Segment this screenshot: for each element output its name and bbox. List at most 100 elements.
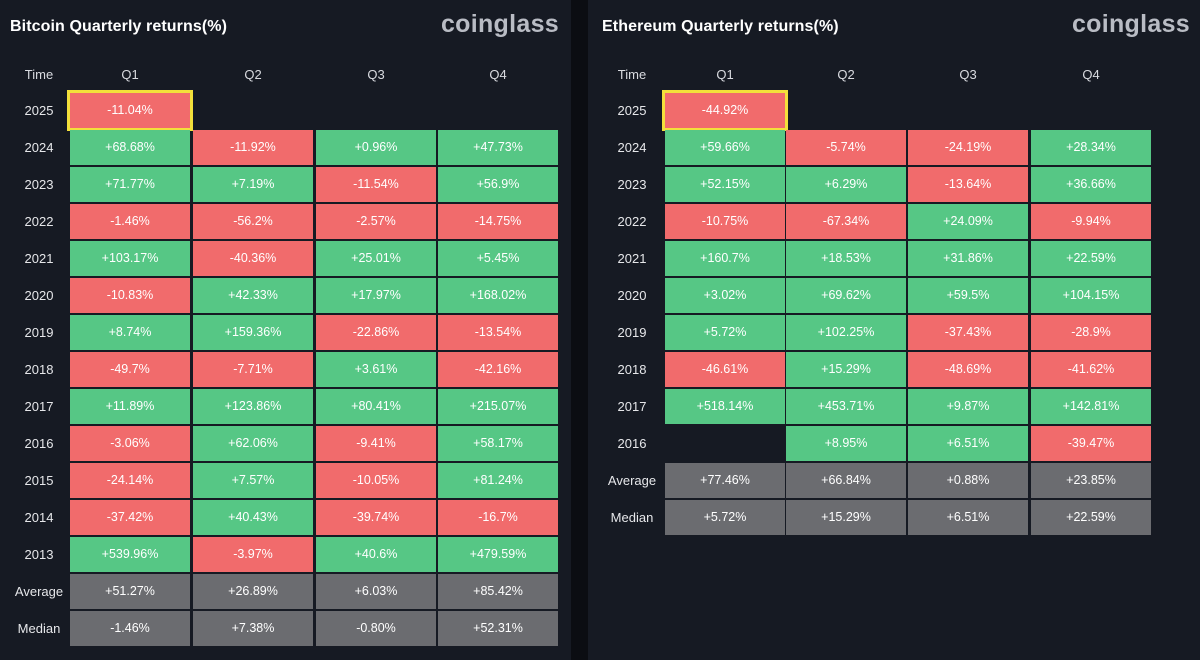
- header-time: Time: [24, 67, 54, 82]
- return-cell-btc-q1: -24.14%: [70, 463, 190, 498]
- return-cell-btc-q2: +123.86%: [193, 389, 313, 424]
- return-cell-btc-q4: +81.24%: [438, 463, 558, 498]
- row-label-2015: 2015: [24, 473, 54, 488]
- return-cell-eth-q3: +59.5%: [908, 278, 1028, 313]
- bitcoin-table-title: Bitcoin Quarterly returns(%): [10, 18, 228, 35]
- row-label-average: Average: [607, 473, 657, 488]
- return-cell-btc-q1: -10.83%: [70, 278, 190, 313]
- return-cell-eth-q4: +104.15%: [1031, 278, 1151, 313]
- header-q4: Q4: [1082, 67, 1100, 82]
- median-cell-eth-q3: +6.51%: [908, 500, 1028, 535]
- row-label-median: Median: [610, 510, 654, 525]
- header-time: Time: [617, 67, 647, 82]
- average-cell-btc-q2: +26.89%: [193, 574, 313, 609]
- return-cell-eth-q4: +28.34%: [1031, 130, 1151, 165]
- average-cell-btc-q4: +85.42%: [438, 574, 558, 609]
- row-label-2017: 2017: [617, 399, 647, 414]
- header-q2: Q2: [837, 67, 855, 82]
- return-cell-eth-q1: +518.14%: [665, 389, 785, 424]
- row-label-2024: 2024: [24, 140, 54, 155]
- return-cell-btc-q1: +103.17%: [70, 241, 190, 276]
- return-cell-btc-q1: -37.42%: [70, 500, 190, 535]
- row-label-2020: 2020: [617, 288, 647, 303]
- row-label-median: Median: [17, 621, 61, 636]
- return-cell-btc-q4: +5.45%: [438, 241, 558, 276]
- return-cell-btc-q1: -1.46%: [70, 204, 190, 239]
- row-label-2021: 2021: [24, 251, 54, 266]
- return-cell-btc-q2: +62.06%: [193, 426, 313, 461]
- return-cell-eth-q3: +9.87%: [908, 389, 1028, 424]
- return-cell-eth-q1: +5.72%: [665, 315, 785, 350]
- return-cell-btc-q1: +68.68%: [70, 130, 190, 165]
- return-cell-btc-q3: +0.96%: [316, 130, 436, 165]
- average-cell-eth-q2: +66.84%: [786, 463, 906, 498]
- row-label-2022: 2022: [24, 214, 54, 229]
- return-cell-eth-q3: -48.69%: [908, 352, 1028, 387]
- return-cell-eth-q1: +52.15%: [665, 167, 785, 202]
- return-cell-btc-q3: -39.74%: [316, 500, 436, 535]
- return-cell-btc-q4: +168.02%: [438, 278, 558, 313]
- return-cell-eth-q2: +6.29%: [786, 167, 906, 202]
- return-cell-eth-q1: -44.92%: [662, 90, 788, 131]
- return-cell-eth-q4: -28.9%: [1031, 315, 1151, 350]
- return-cell-btc-q3: -10.05%: [316, 463, 436, 498]
- return-cell-btc-q4: -14.75%: [438, 204, 558, 239]
- return-cell-btc-q4: -16.7%: [438, 500, 558, 535]
- coinglass-logo: coinglass: [1071, 10, 1190, 38]
- return-cell-btc-q3: -9.41%: [316, 426, 436, 461]
- return-cell-btc-q3: -2.57%: [316, 204, 436, 239]
- return-cell-btc-q3: +80.41%: [316, 389, 436, 424]
- row-label-2023: 2023: [24, 177, 54, 192]
- return-cell-btc-q1: +539.96%: [70, 537, 190, 572]
- row-label-average: Average: [14, 584, 64, 599]
- return-cell-btc-q4: -13.54%: [438, 315, 558, 350]
- median-cell-btc-q2: +7.38%: [193, 611, 313, 646]
- return-cell-btc-q4: -42.16%: [438, 352, 558, 387]
- return-cell-btc-q1: +71.77%: [70, 167, 190, 202]
- average-cell-eth-q4: +23.85%: [1031, 463, 1151, 498]
- return-cell-btc-q3: -11.54%: [316, 167, 436, 202]
- row-label-2025: 2025: [617, 103, 647, 118]
- return-cell-eth-q2: +8.95%: [786, 426, 906, 461]
- return-cell-btc-q4: +56.9%: [438, 167, 558, 202]
- median-cell-eth-q1: +5.72%: [665, 500, 785, 535]
- return-cell-eth-q4: +22.59%: [1031, 241, 1151, 276]
- return-cell-eth-q3: +24.09%: [908, 204, 1028, 239]
- return-cell-eth-q3: +31.86%: [908, 241, 1028, 276]
- return-cell-eth-q4: +36.66%: [1031, 167, 1151, 202]
- average-cell-eth-q3: +0.88%: [908, 463, 1028, 498]
- ethereum-table-title: Ethereum Quarterly returns(%): [602, 18, 839, 35]
- return-cell-btc-q2: -56.2%: [193, 204, 313, 239]
- return-cell-btc-q1: -3.06%: [70, 426, 190, 461]
- average-cell-eth-q1: +77.46%: [665, 463, 785, 498]
- header-q1: Q1: [121, 67, 139, 82]
- return-cell-eth-q4: +142.81%: [1031, 389, 1151, 424]
- return-cell-btc-q3: +3.61%: [316, 352, 436, 387]
- return-cell-btc-q1: -49.7%: [70, 352, 190, 387]
- return-cell-btc-q3: -22.86%: [316, 315, 436, 350]
- return-cell-btc-q2: +42.33%: [193, 278, 313, 313]
- return-cell-eth-q3: -37.43%: [908, 315, 1028, 350]
- return-cell-eth-q1: +59.66%: [665, 130, 785, 165]
- median-cell-btc-q4: +52.31%: [438, 611, 558, 646]
- row-label-2025: 2025: [24, 103, 54, 118]
- return-cell-btc-q4: +479.59%: [438, 537, 558, 572]
- return-cell-btc-q4: +215.07%: [438, 389, 558, 424]
- median-cell-eth-q2: +15.29%: [786, 500, 906, 535]
- header-q3: Q3: [367, 67, 385, 82]
- median-cell-btc-q1: -1.46%: [70, 611, 190, 646]
- row-label-2020: 2020: [24, 288, 54, 303]
- row-label-2022: 2022: [617, 214, 647, 229]
- return-cell-btc-q2: +40.43%: [193, 500, 313, 535]
- return-cell-eth-q1: +3.02%: [665, 278, 785, 313]
- average-cell-btc-q1: +51.27%: [70, 574, 190, 609]
- return-cell-btc-q1: -11.04%: [67, 90, 193, 131]
- return-cell-eth-q4: -39.47%: [1031, 426, 1151, 461]
- return-cell-eth-q2: -5.74%: [786, 130, 906, 165]
- return-cell-btc-q4: +58.17%: [438, 426, 558, 461]
- row-label-2016: 2016: [24, 436, 54, 451]
- row-label-2019: 2019: [617, 325, 647, 340]
- return-cell-eth-q2: +453.71%: [786, 389, 906, 424]
- return-cell-eth-q1: -10.75%: [665, 204, 785, 239]
- return-cell-btc-q2: -7.71%: [193, 352, 313, 387]
